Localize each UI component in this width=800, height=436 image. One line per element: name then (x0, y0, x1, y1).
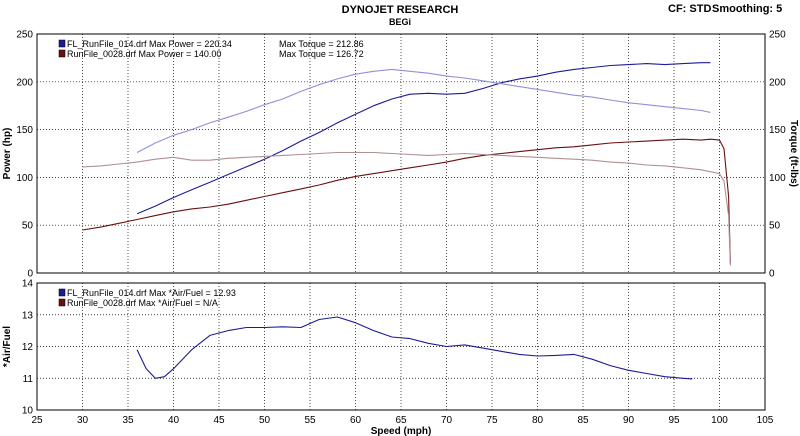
y-tick-label: 10 (22, 406, 34, 417)
legend-text: RunFile_0028.drf Max Power = 140.00 (67, 49, 221, 59)
chart-subtitle: BEGi (389, 17, 411, 27)
y2-tick-label: 0 (769, 269, 775, 280)
y-tick-label: 11 (23, 374, 34, 385)
legend-text: FL_RunFile_014.drf Max *Air/Fuel = 12.93 (67, 288, 236, 298)
x-tick-label: 30 (77, 415, 89, 426)
x-tick-label: 90 (623, 415, 635, 426)
y-tick-label: 150 (16, 125, 33, 136)
y-tick-label: 13 (22, 310, 34, 321)
x-tick-label: 105 (757, 415, 774, 426)
y-tick-label: 200 (16, 77, 33, 88)
series-line-3 (82, 151, 731, 266)
y-tick-label: 250 (16, 30, 33, 41)
x-tick-label: 95 (668, 415, 680, 426)
smoothing-label: Smoothing: 5 (712, 3, 782, 15)
x-tick-label: 25 (31, 415, 43, 426)
legend-swatch (58, 298, 66, 307)
legend-swatch (58, 288, 66, 297)
x-tick-label: 35 (122, 415, 134, 426)
y-tick-label: 100 (16, 173, 33, 184)
series-line-1 (136, 68, 711, 153)
y-tick-label: 14 (22, 279, 34, 290)
legend-text-2: Max Torque = 126.72 (279, 49, 364, 59)
y-tick-label: 0 (27, 269, 33, 280)
legend-text-2: Max Torque = 212.86 (279, 39, 364, 49)
series-line-2 (82, 138, 731, 264)
y-tick-label: 50 (22, 221, 34, 232)
power-torque-panel: 0 50 100 150 200 250 0 50 100 150 200 250 Torque (ft… (2, 30, 799, 280)
y2-tick-label: 50 (769, 221, 781, 232)
series-line-0 (136, 316, 693, 380)
y2-tick-label: 100 (769, 173, 786, 184)
x-tick-label: 60 (350, 415, 362, 426)
legend-text: FL_RunFile_014.drf Max Power = 220.34 (67, 39, 232, 49)
x-tick-label: 55 (304, 415, 316, 426)
x-tick-label: 75 (486, 415, 498, 426)
x-tick-label: 40 (168, 415, 180, 426)
x-tick-label: 70 (441, 415, 453, 426)
air-fuel-panel: 10 11 12 13 14 *Air/Fuel 25 30 35 40 45 50 55 60 65 70 7… (2, 279, 774, 436)
legend-swatch (58, 49, 66, 58)
x-tick-label: 80 (532, 415, 544, 426)
y2-tick-label: 250 (769, 30, 786, 41)
y-axis-label: *Air/Fuel (2, 326, 13, 367)
x-tick-label: 50 (259, 415, 271, 426)
series-line-0 (136, 62, 711, 215)
y-axis-label: Power (hp) (2, 128, 13, 180)
y-tick-label: 12 (22, 342, 34, 353)
legend-swatch (58, 39, 66, 48)
x-tick-label: 85 (577, 415, 589, 426)
x-tick-label: 100 (711, 415, 728, 426)
legend-text: RunFile_0028.drf Max *Air/Fuel = N/A (67, 298, 218, 308)
y2-axis-label: Torque (ft-lbs) (788, 120, 799, 187)
x-axis-label: Speed (mph) (371, 426, 432, 436)
y2-tick-label: 200 (769, 77, 786, 88)
x-tick-label: 45 (213, 415, 225, 426)
x-tick-label: 65 (395, 415, 407, 426)
chart-title: DYNOJET RESEARCH (342, 4, 459, 16)
cf-label: CF: STD (668, 3, 711, 15)
y2-tick-label: 150 (769, 125, 786, 136)
